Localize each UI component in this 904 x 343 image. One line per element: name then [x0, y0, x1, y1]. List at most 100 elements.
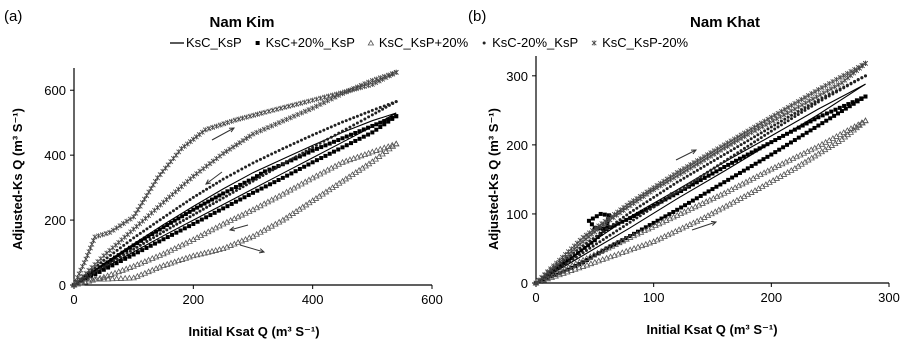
data-point	[302, 152, 307, 157]
data-point	[583, 232, 589, 238]
data-point	[828, 86, 834, 92]
series-ksc-20-ksp	[72, 100, 398, 287]
data-point	[668, 185, 672, 189]
data-point	[671, 209, 676, 214]
data-point	[225, 189, 230, 194]
data-point	[174, 230, 179, 235]
data-point	[685, 183, 689, 187]
data-point	[699, 175, 703, 179]
data-point	[652, 195, 656, 199]
data-point	[716, 164, 720, 168]
legend-label: KsC_KsP+20%	[379, 35, 469, 50]
data-point	[181, 143, 187, 149]
data-point	[625, 213, 629, 217]
data-point	[161, 225, 166, 230]
data-point	[374, 111, 378, 115]
data-point	[365, 149, 372, 156]
axes: 0 200 400 600 0 200 400 600	[44, 68, 443, 307]
data-point	[659, 216, 664, 221]
data-point	[808, 119, 813, 124]
data-point	[765, 142, 770, 147]
data-point	[381, 73, 387, 80]
data-point	[581, 244, 585, 248]
data-point	[145, 227, 149, 231]
data-point	[314, 96, 320, 102]
data-point	[377, 145, 384, 152]
data-point	[605, 244, 612, 251]
data-point	[155, 234, 159, 238]
data-point	[564, 268, 571, 275]
data-point	[647, 205, 652, 210]
data-point	[590, 216, 595, 221]
data-point	[211, 183, 215, 187]
data-point	[258, 171, 263, 176]
data-point	[182, 226, 187, 231]
data-point	[776, 125, 780, 129]
data-point	[785, 104, 791, 110]
data-point	[755, 122, 761, 128]
data-point	[119, 237, 125, 243]
data-point	[245, 208, 253, 214]
data-point	[230, 144, 236, 150]
data-point	[352, 123, 356, 127]
data-point	[796, 112, 800, 116]
data-point	[131, 226, 137, 232]
data-point	[313, 103, 319, 109]
data-point	[142, 241, 146, 245]
data-point	[808, 128, 813, 133]
data-point	[314, 158, 319, 163]
data-point	[730, 175, 735, 180]
data-point	[782, 158, 790, 165]
data-point	[155, 220, 159, 224]
data-point	[786, 115, 790, 119]
data-point	[635, 211, 640, 216]
data-point	[231, 215, 238, 222]
data-point	[657, 180, 663, 186]
y-tick-label: 600	[44, 83, 66, 98]
data-point	[568, 267, 575, 273]
data-point	[366, 79, 372, 85]
data-point	[202, 201, 207, 206]
data-point	[816, 123, 821, 128]
data-point	[575, 264, 583, 271]
data-point	[382, 119, 387, 124]
series-ksc-20-ksp	[72, 114, 399, 287]
data-point	[810, 102, 814, 106]
data-point	[775, 162, 782, 168]
y-tick-label: 200	[44, 213, 66, 228]
data-point	[251, 179, 255, 183]
data-point	[681, 208, 688, 215]
data-point	[106, 265, 111, 270]
y-tick-label: 400	[44, 148, 66, 163]
data-point	[367, 110, 371, 114]
data-point	[682, 176, 686, 180]
data-point	[178, 220, 182, 224]
data-point	[131, 252, 136, 257]
data-point	[305, 176, 313, 183]
data-point	[386, 119, 391, 124]
data-point	[380, 144, 388, 151]
data-point	[643, 207, 648, 212]
data-point	[611, 211, 617, 217]
data-point	[631, 218, 635, 222]
data-point	[730, 160, 735, 165]
data-point	[370, 123, 375, 128]
data-point	[162, 230, 165, 234]
data-point	[786, 156, 793, 163]
data-point	[630, 232, 638, 239]
legend-item-2: KsC+20%_KsP	[255, 35, 355, 50]
data-point	[392, 140, 400, 147]
data-point	[181, 181, 187, 187]
data-point	[232, 117, 238, 123]
data-point	[582, 245, 587, 250]
y-tick-label: 300	[506, 69, 528, 84]
data-point	[648, 207, 652, 211]
data-point	[306, 162, 311, 167]
data-point	[720, 189, 728, 196]
data-point	[389, 71, 395, 77]
data-point	[783, 117, 787, 121]
data-point	[598, 211, 603, 216]
data-point	[197, 250, 205, 257]
data-point	[632, 214, 637, 219]
data-point	[862, 117, 869, 124]
